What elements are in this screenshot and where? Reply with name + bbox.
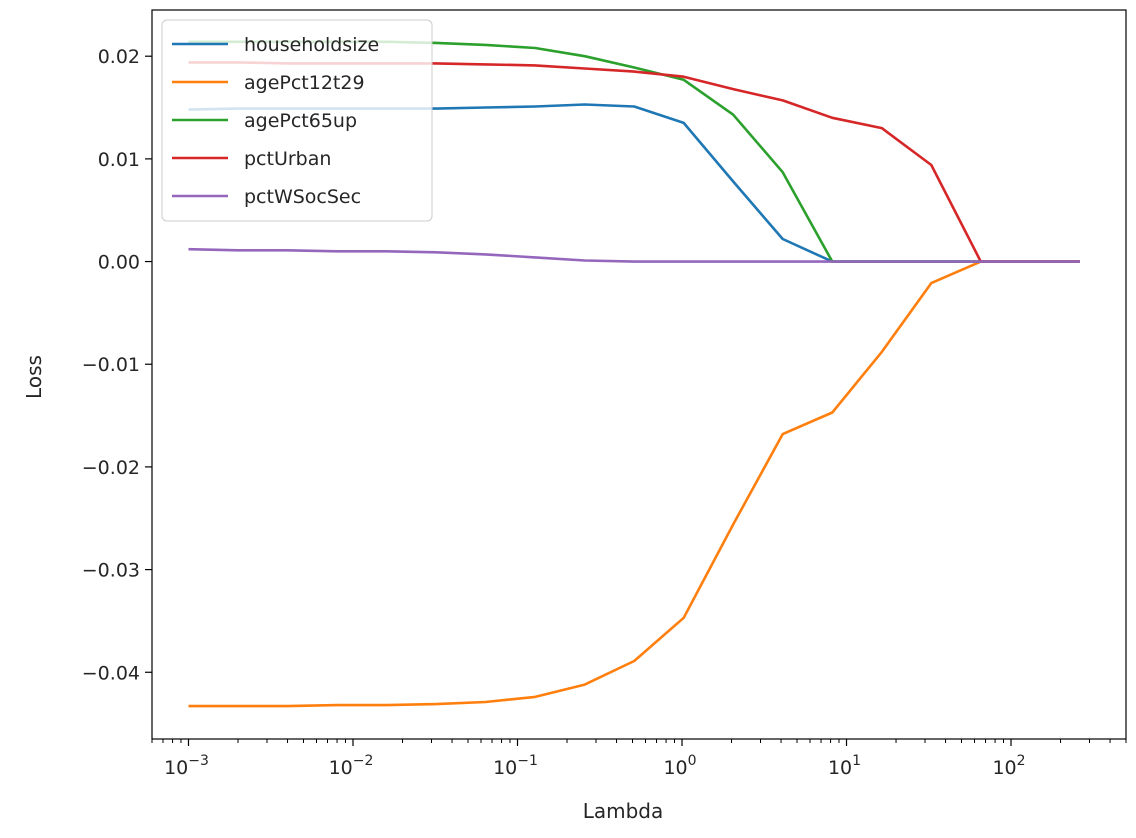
legend-label: pctWSocSec xyxy=(244,186,361,208)
plot-frame xyxy=(151,9,1127,740)
x-axis-ticks: 10−3 10−2 10−1 100 101 102 xyxy=(151,739,1127,779)
x-axis-label: Lambda xyxy=(583,799,664,823)
y-tick-label: −0.03 xyxy=(82,560,140,582)
x-tick-label: 102 xyxy=(992,753,1025,779)
y-tick-label: −0.01 xyxy=(82,354,140,376)
x-tick-label: 100 xyxy=(663,753,696,779)
legend: householdsize agePct12t29 agePct65up pctUrb… xyxy=(161,19,433,222)
legend-label: agePct12t29 xyxy=(244,72,365,94)
x-tick-label: 10−1 xyxy=(493,753,538,779)
legend-box xyxy=(161,19,433,222)
y-tick-label: 0.02 xyxy=(98,46,140,68)
y-tick-label: 0.01 xyxy=(98,149,140,171)
y-tick-label: 0.00 xyxy=(98,252,140,274)
y-axis-ticks: 0.02 0.01 0.00 −0.01 −0.02 −0.03 −0.04 xyxy=(82,46,152,684)
y-tick-label: −0.02 xyxy=(82,457,140,479)
legend-label: pctUrban xyxy=(244,148,331,170)
legend-label: agePct65up xyxy=(244,110,357,132)
series-line-pctWSocSec xyxy=(188,247,1080,263)
legend-label: householdsize xyxy=(244,34,379,56)
x-tick-label: 10−2 xyxy=(329,753,374,779)
y-axis-label: Loss xyxy=(22,355,46,399)
x-tick-label: 101 xyxy=(828,753,861,779)
y-tick-label: −0.04 xyxy=(82,662,140,684)
series-line-agePct12t29 xyxy=(188,260,1080,708)
x-tick-label: 10−3 xyxy=(164,753,209,779)
